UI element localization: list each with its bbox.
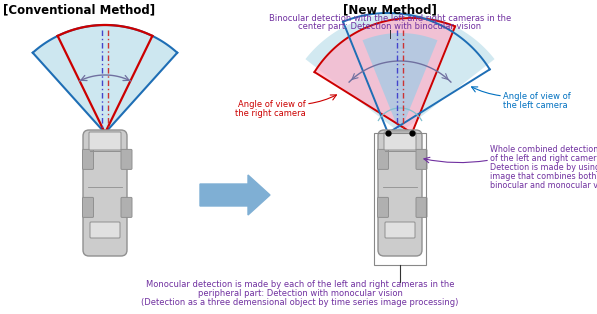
Text: Monocular detection is made by each of the left and right cameras in the: Monocular detection is made by each of t… [146,280,454,289]
Text: Whole combined detection range: Whole combined detection range [490,145,597,154]
Text: image that combines both: image that combines both [490,172,596,181]
FancyArrow shape [200,175,270,215]
Text: Detection is made by using an: Detection is made by using an [490,163,597,172]
Text: the right camera: the right camera [235,109,306,118]
Polygon shape [362,33,438,133]
Text: (Detection as a three demensional object by time series image processing): (Detection as a three demensional object… [141,298,458,307]
FancyBboxPatch shape [416,198,427,217]
Text: Angle of view of: Angle of view of [503,92,571,101]
FancyBboxPatch shape [384,132,416,150]
Polygon shape [306,13,494,133]
FancyBboxPatch shape [378,130,422,256]
Text: Binocular detection with the left and right cameras in the: Binocular detection with the left and ri… [269,14,511,23]
Text: of the left and right cameras:: of the left and right cameras: [490,154,597,163]
FancyBboxPatch shape [90,222,120,238]
Bar [374,133,426,265]
Text: binocular and monocular vision: binocular and monocular vision [490,181,597,190]
Text: [New Method]: [New Method] [343,3,437,16]
Text: center part: Detection with binocular vision: center part: Detection with binocular vi… [298,22,482,31]
FancyBboxPatch shape [83,130,127,256]
Text: [Conventional Method]: [Conventional Method] [3,3,155,16]
FancyBboxPatch shape [82,198,94,217]
FancyBboxPatch shape [385,222,415,238]
FancyBboxPatch shape [416,149,427,169]
FancyBboxPatch shape [377,149,389,169]
FancyBboxPatch shape [89,132,121,150]
FancyBboxPatch shape [121,149,132,169]
Text: Angle of view of: Angle of view of [238,100,306,109]
FancyBboxPatch shape [121,198,132,217]
Polygon shape [315,18,455,133]
FancyBboxPatch shape [82,149,94,169]
Text: peripheral part: Detection with monocular vision: peripheral part: Detection with monocula… [198,289,402,298]
FancyBboxPatch shape [377,198,389,217]
Text: the left camera: the left camera [503,101,568,110]
Polygon shape [33,25,177,133]
